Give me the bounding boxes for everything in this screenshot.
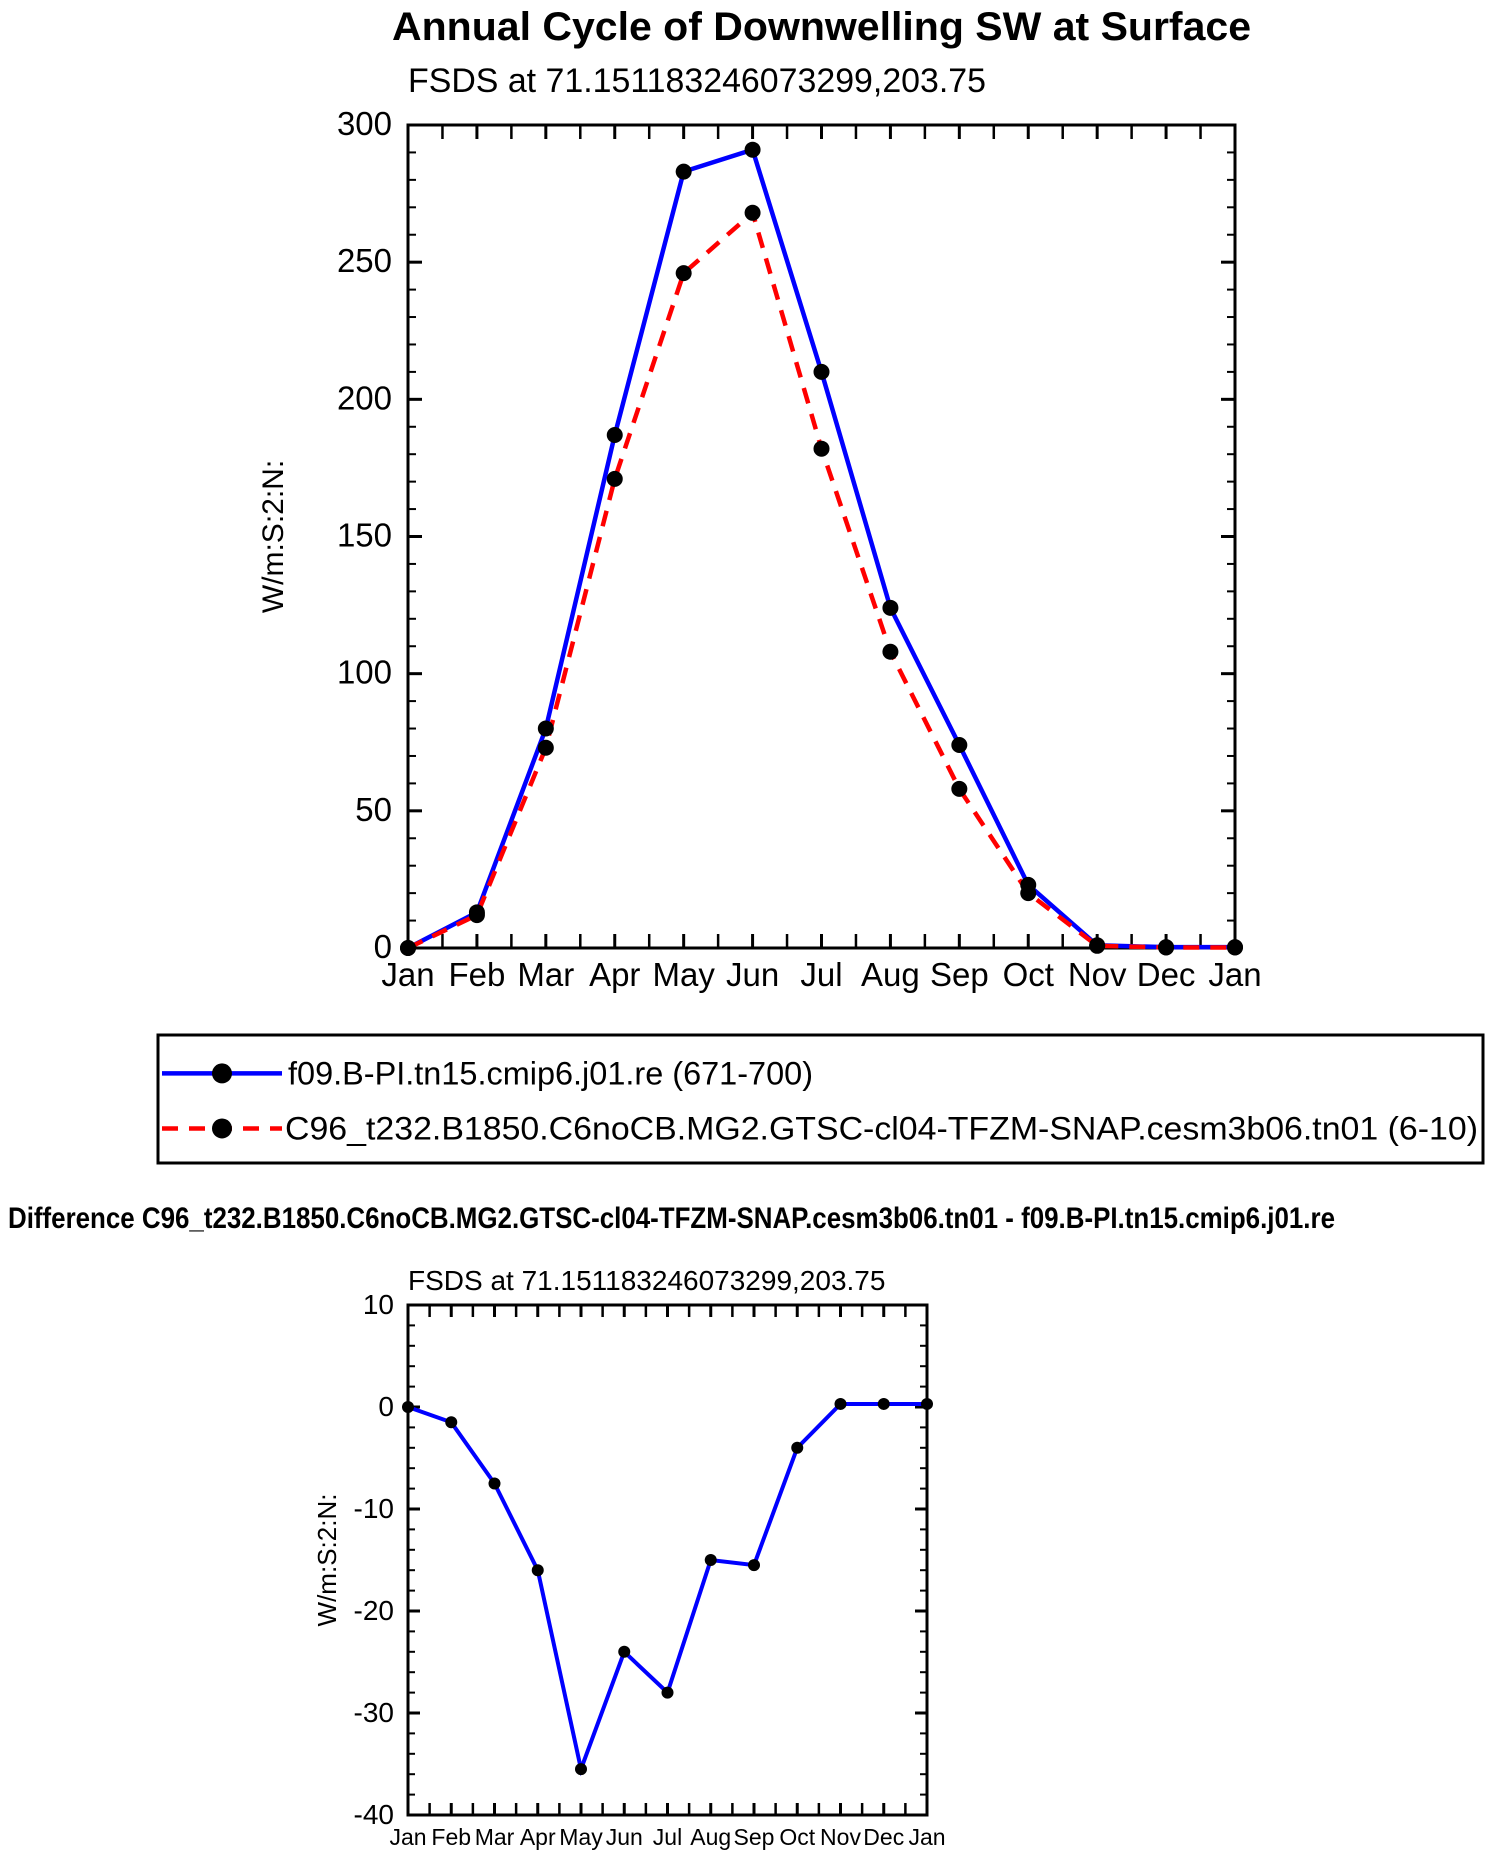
svg-text:-30: -30 [354,1697,394,1728]
svg-text:-10: -10 [354,1493,394,1524]
svg-text:100: 100 [337,654,392,691]
svg-text:50: 50 [355,791,392,828]
svg-text:0: 0 [378,1391,394,1422]
svg-text:Dec: Dec [863,1824,904,1850]
svg-text:May: May [652,956,715,993]
svg-text:W/m:S:2:N:: W/m:S:2:N: [312,1494,342,1627]
svg-text:Nov: Nov [1068,956,1127,993]
svg-text:-20: -20 [354,1595,394,1626]
svg-text:Feb: Feb [448,956,505,993]
svg-text:Jun: Jun [606,1824,643,1850]
svg-text:May: May [559,1824,603,1850]
svg-text:Sep: Sep [734,1824,775,1850]
svg-text:250: 250 [337,242,392,279]
svg-text:Oct: Oct [1003,956,1054,993]
svg-text:Apr: Apr [589,956,640,993]
svg-text:FSDS at 71.151183246073299,203: FSDS at 71.151183246073299,203.75 [408,1265,885,1296]
svg-text:Jul: Jul [653,1824,682,1850]
svg-text:Difference C96_t232.B1850.C6no: Difference C96_t232.B1850.C6noCB.MG2.GTS… [8,1202,1335,1235]
svg-text:Jan: Jan [908,1824,945,1850]
svg-text:Apr: Apr [520,1824,556,1850]
svg-text:Feb: Feb [431,1824,471,1850]
svg-text:Sep: Sep [930,956,989,993]
svg-text:200: 200 [337,379,392,416]
svg-text:Aug: Aug [690,1824,731,1850]
svg-text:Annual Cycle of Downwelling SW: Annual Cycle of Downwelling SW at Surfac… [392,5,1251,49]
svg-text:Jan: Jan [381,956,434,993]
svg-text:150: 150 [337,517,392,554]
svg-text:10: 10 [363,1289,394,1320]
svg-text:Mar: Mar [517,956,574,993]
svg-text:Jul: Jul [800,956,842,993]
svg-text:Jun: Jun [726,956,779,993]
svg-text:Jan: Jan [389,1824,426,1850]
svg-text:FSDS at 71.151183246073299,203: FSDS at 71.151183246073299,203.75 [408,62,986,100]
svg-text:f09.B-PI.tn15.cmip6.j01.re (67: f09.B-PI.tn15.cmip6.j01.re (671-700) [288,1055,813,1091]
svg-text:Aug: Aug [861,956,920,993]
svg-text:C96_t232.B1850.C6noCB.MG2.GTSC: C96_t232.B1850.C6noCB.MG2.GTSC-cl04-TFZM… [285,1110,1478,1146]
svg-text:Jan: Jan [1208,956,1261,993]
svg-text:Oct: Oct [779,1824,815,1850]
svg-text:Nov: Nov [820,1824,861,1850]
svg-text:W/m:S:2:N:: W/m:S:2:N: [257,460,290,613]
svg-text:Mar: Mar [475,1824,515,1850]
svg-text:-40: -40 [354,1799,394,1830]
svg-text:Dec: Dec [1137,956,1196,993]
svg-text:300: 300 [337,105,392,142]
